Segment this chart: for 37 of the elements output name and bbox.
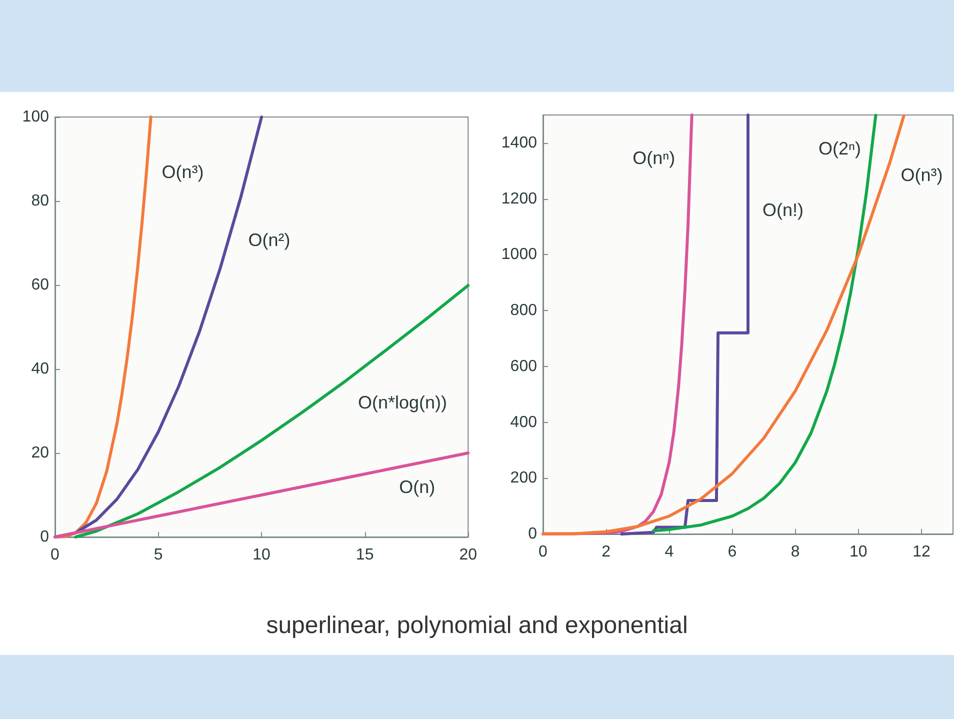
line-series bbox=[74, 284, 470, 538]
series-label: O(n³) bbox=[162, 162, 204, 182]
y-tick-label: 0 bbox=[40, 528, 50, 546]
y-tick-label: 80 bbox=[31, 192, 50, 210]
x-tick-label: 10 bbox=[252, 546, 271, 564]
y-tick-label: 1000 bbox=[501, 246, 538, 264]
y-tick-label: 0 bbox=[528, 526, 538, 542]
y-tick-label: 20 bbox=[31, 444, 50, 462]
y-tick-label: 1200 bbox=[501, 190, 538, 208]
x-tick-label: 6 bbox=[728, 544, 737, 560]
x-tick-label: 10 bbox=[849, 544, 868, 560]
x-tick-label: 8 bbox=[790, 544, 800, 560]
y-tick-label: 1400 bbox=[501, 134, 538, 152]
series-label: O(2ⁿ) bbox=[818, 138, 862, 158]
x-tick-label: 20 bbox=[459, 546, 478, 564]
series-label: O(n) bbox=[399, 477, 436, 497]
series-label: O(n!) bbox=[762, 200, 804, 220]
series-label: O(nⁿ) bbox=[632, 148, 676, 168]
x-tick-label: 0 bbox=[538, 544, 548, 560]
y-tick-label: 400 bbox=[510, 414, 538, 431]
x-tick-label: 4 bbox=[664, 544, 674, 560]
y-tick-label: 200 bbox=[510, 470, 538, 487]
series-label: O(n*log(n)) bbox=[358, 392, 447, 413]
y-tick-label: 600 bbox=[510, 358, 538, 375]
series-label: O(n²) bbox=[248, 230, 290, 250]
text: superlinear, polynomial and exponential bbox=[265, 612, 689, 640]
x-tick-label: 12 bbox=[912, 544, 930, 560]
line-series bbox=[620, 114, 750, 536]
x-tick-label: 5 bbox=[154, 546, 163, 564]
series-label: O(n³) bbox=[900, 164, 943, 185]
y-tick-label: 60 bbox=[31, 276, 50, 294]
x-tick-label: 15 bbox=[356, 546, 374, 564]
y-tick-label: 40 bbox=[31, 360, 50, 378]
y-tick-label: 100 bbox=[22, 108, 50, 126]
x-tick-label: 0 bbox=[50, 546, 60, 564]
y-tick-label: 800 bbox=[510, 302, 538, 320]
x-tick-label: 2 bbox=[602, 544, 611, 560]
